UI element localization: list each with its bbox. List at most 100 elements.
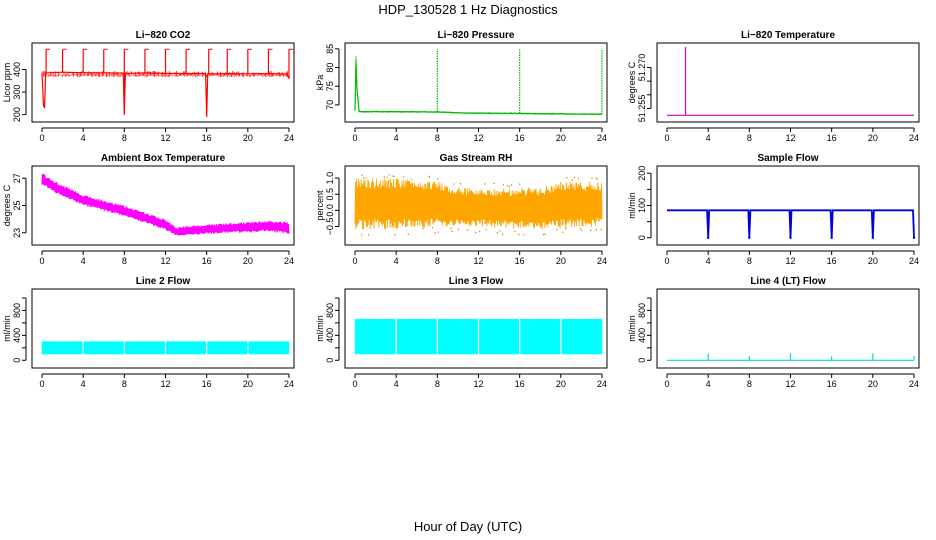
data-point	[398, 110, 400, 112]
data-point	[595, 177, 597, 179]
data-point	[469, 112, 471, 114]
data-point	[490, 112, 492, 114]
plot-area	[354, 318, 603, 356]
data-point	[388, 174, 390, 176]
data-point	[571, 179, 574, 181]
data-point	[384, 111, 386, 113]
plot-area	[41, 173, 290, 236]
x-tick-label: 16	[202, 256, 212, 266]
x-tick-label: 0	[39, 256, 44, 266]
data-point	[445, 111, 448, 113]
x-tick-label: 20	[868, 133, 878, 143]
data-point	[402, 176, 405, 178]
data-point	[575, 113, 577, 115]
panel-licor-temp: Li−820 Temperature degrees C 0 4 8 12 16 20 24 51…	[627, 30, 920, 143]
data-point	[566, 176, 568, 179]
x-tick-label: 16	[827, 133, 837, 143]
data-point	[395, 111, 397, 113]
plot-frame	[344, 165, 608, 246]
data-point	[370, 110, 373, 112]
data-point	[360, 234, 363, 236]
panel-line4-flow: Line 4 (LT) Flow ml/min 0 4 8 12 16 20 24 0 400 800	[627, 276, 920, 389]
y-tick-label: 800	[637, 303, 647, 318]
data-point	[418, 111, 420, 113]
x-tick-label: 4	[706, 133, 711, 143]
panel-co2: Li−820 CO2 Licor ppm 0 4 8 12 16 20 24 200 300 400	[2, 30, 295, 143]
data-point	[595, 228, 598, 231]
data-point	[509, 112, 512, 114]
x-axis: 0 4 8 12 16 20 24	[352, 127, 607, 143]
y-tick-label: 200	[12, 107, 22, 122]
y-tick-label: 800	[325, 303, 335, 318]
panel-pressure: Li−820 Pressure kPa 0 4 8 12 16 20 24 70 75 80 85	[315, 30, 608, 143]
data-point	[591, 113, 593, 115]
y-tick-label: 300	[12, 85, 22, 100]
data-point	[496, 112, 498, 114]
data-point	[364, 111, 366, 113]
y-tick-label: 400	[637, 328, 647, 343]
data-point	[354, 109, 356, 111]
data-point	[518, 234, 520, 236]
data-point	[547, 113, 550, 115]
plot-frame	[344, 288, 608, 369]
x-axis: 0 4 8 12 16 20 24	[352, 250, 607, 266]
x-tick-label: 4	[81, 256, 86, 266]
data-point	[430, 111, 432, 113]
data-point	[552, 112, 554, 114]
data-point	[511, 113, 514, 115]
data-point	[361, 111, 363, 113]
x-tick-label: 12	[473, 133, 483, 143]
data-point	[357, 100, 359, 102]
x-tick-label: 4	[81, 379, 86, 389]
data-point	[514, 230, 516, 233]
data-point	[477, 112, 480, 114]
x-axis: 0 4 8 12 16 20 24	[352, 373, 607, 389]
data-point	[422, 227, 424, 230]
data-point	[480, 112, 483, 114]
data-point	[564, 113, 566, 115]
data-point	[368, 110, 371, 113]
plot-frame	[344, 42, 608, 123]
data-point	[510, 112, 513, 114]
x-tick-label: 8	[122, 379, 127, 389]
data-point	[597, 114, 599, 116]
data-point	[542, 113, 544, 115]
x-tick-label: 4	[394, 133, 399, 143]
data-point	[367, 111, 369, 113]
data-point	[504, 112, 506, 114]
data-point	[454, 112, 456, 114]
y-tick-label: 51.270	[637, 54, 647, 82]
data-point	[452, 112, 454, 114]
data-point	[450, 227, 452, 230]
data-point	[441, 111, 444, 113]
figure-title: HDP_130528 1 Hz Diagnostics	[378, 2, 558, 17]
data-point	[415, 111, 417, 113]
y-axis: 200 300 400	[12, 62, 27, 122]
data-point	[360, 110, 362, 113]
data-point	[578, 113, 580, 115]
y-tick-label: 400	[325, 328, 335, 343]
data-point	[383, 111, 385, 113]
x-tick-label: 20	[556, 379, 566, 389]
data-point	[591, 177, 593, 179]
data-point	[400, 111, 402, 113]
data-point	[381, 111, 383, 113]
data-point	[581, 113, 584, 115]
data-point	[570, 113, 572, 115]
data-point	[394, 110, 396, 113]
data-point	[515, 113, 518, 115]
panel-title: Ambient Box Temperature	[101, 153, 226, 164]
plot-area	[667, 209, 916, 239]
data-point	[479, 112, 482, 114]
x-tick-label: 8	[747, 256, 752, 266]
data-point	[567, 113, 569, 115]
data-point	[403, 111, 405, 113]
data-point	[592, 113, 594, 115]
data-point	[600, 113, 602, 115]
x-tick-label: 4	[81, 133, 86, 143]
data-point	[362, 111, 364, 113]
x-tick-label: 4	[706, 379, 711, 389]
x-tick-label: 0	[352, 133, 357, 143]
data-point	[487, 112, 489, 114]
